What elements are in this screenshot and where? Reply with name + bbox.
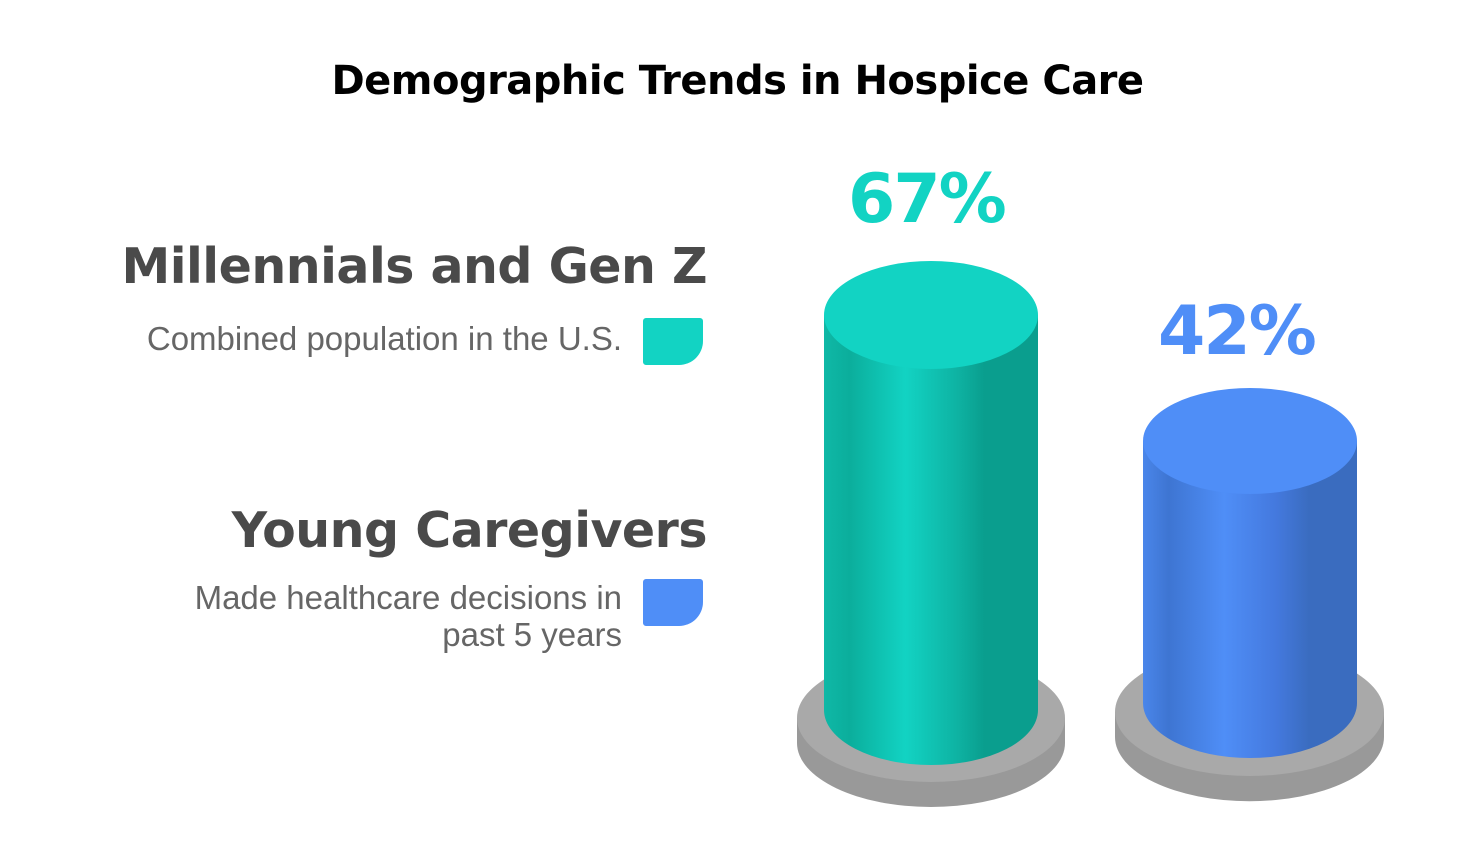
cylinder-young-caregivers xyxy=(1143,388,1357,758)
legend-swatch-blue xyxy=(643,579,703,626)
legend-swatch-teal xyxy=(643,318,703,365)
value-label-caregivers: 42% xyxy=(1158,292,1317,371)
legend-desc-line1: Made healthcare decisions in xyxy=(194,579,622,616)
legend-desc-caregivers: Made healthcare decisions in past 5 year… xyxy=(195,579,622,653)
chart-title: Demographic Trends in Hospice Care xyxy=(331,58,1144,104)
value-label-millennials: 67% xyxy=(848,160,1007,239)
legend-desc-line2: past 5 years xyxy=(442,616,622,653)
cylinder-millennials-gen-z xyxy=(824,261,1038,765)
legend-desc-millennials: Combined population in the U.S. xyxy=(146,320,622,357)
legend-title-millennials: Millennials and Gen Z xyxy=(121,238,707,295)
legend-title-caregivers: Young Caregivers xyxy=(231,502,708,559)
